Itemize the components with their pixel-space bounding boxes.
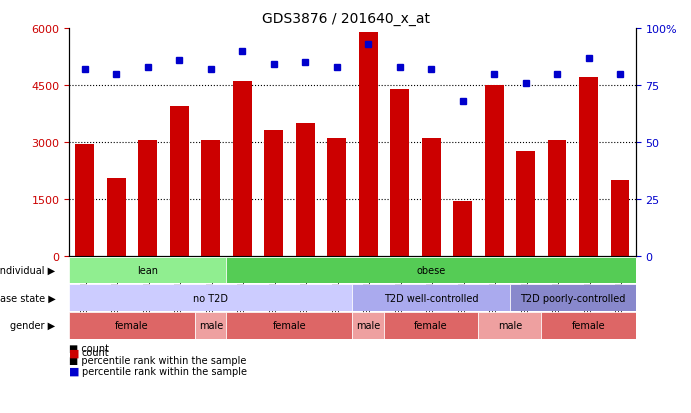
FancyBboxPatch shape (227, 257, 636, 284)
Bar (516, 152, 535, 256)
Text: count: count (82, 347, 109, 357)
Bar (75, 145, 94, 256)
Bar (170, 107, 189, 256)
Text: percentile rank within the sample: percentile rank within the sample (82, 366, 247, 376)
Text: individual ▶: individual ▶ (0, 265, 55, 275)
Text: female: female (273, 320, 306, 331)
Bar (264, 131, 283, 256)
Bar (422, 139, 441, 256)
Text: T2D poorly-controlled: T2D poorly-controlled (520, 293, 625, 303)
Bar (611, 180, 630, 256)
FancyBboxPatch shape (478, 312, 541, 339)
Text: male: male (356, 320, 380, 331)
Bar (547, 140, 567, 256)
FancyBboxPatch shape (227, 312, 352, 339)
FancyBboxPatch shape (541, 312, 636, 339)
Text: ■: ■ (69, 366, 79, 376)
Text: disease state ▶: disease state ▶ (0, 293, 55, 303)
Text: gender ▶: gender ▶ (10, 320, 55, 331)
Text: male: male (498, 320, 522, 331)
Bar (138, 140, 158, 256)
Bar (107, 178, 126, 256)
Bar (359, 33, 377, 256)
FancyBboxPatch shape (352, 312, 384, 339)
FancyBboxPatch shape (510, 285, 636, 311)
Text: obese: obese (417, 265, 446, 275)
Text: female: female (115, 320, 149, 331)
Bar (201, 140, 220, 256)
FancyBboxPatch shape (352, 285, 510, 311)
Text: female: female (571, 320, 605, 331)
Bar (390, 90, 409, 256)
Text: GDS3876 / 201640_x_at: GDS3876 / 201640_x_at (261, 12, 430, 26)
Bar (233, 82, 252, 256)
Bar (296, 123, 314, 256)
Bar (579, 78, 598, 256)
Text: lean: lean (138, 265, 158, 275)
Text: no T2D: no T2D (193, 293, 228, 303)
Text: female: female (415, 320, 448, 331)
FancyBboxPatch shape (384, 312, 478, 339)
Text: ■: ■ (69, 347, 79, 357)
Bar (328, 139, 346, 256)
FancyBboxPatch shape (69, 285, 352, 311)
Text: male: male (198, 320, 223, 331)
Text: T2D well-controlled: T2D well-controlled (384, 293, 478, 303)
FancyBboxPatch shape (69, 257, 227, 284)
Bar (453, 201, 472, 256)
FancyBboxPatch shape (195, 312, 227, 339)
Bar (484, 85, 504, 256)
Text: ■ count
■ percentile rank within the sample: ■ count ■ percentile rank within the sam… (69, 343, 247, 365)
FancyBboxPatch shape (69, 312, 195, 339)
